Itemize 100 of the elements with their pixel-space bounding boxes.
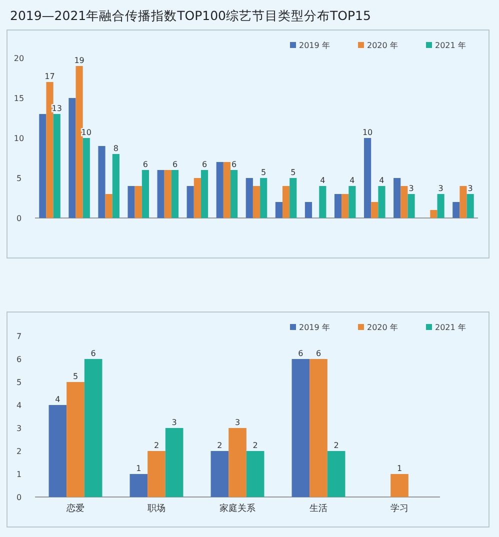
bar [460,186,467,218]
bar [53,114,60,218]
bar [342,194,349,218]
bar [437,194,444,218]
bar [292,359,310,497]
data-label: 6 [316,349,322,358]
data-label: 2 [154,441,160,450]
bar [68,98,76,218]
bar [157,170,164,218]
data-label: 8 [113,144,118,153]
y-tick-label: 15 [14,94,24,103]
bar [76,66,83,218]
y-tick-label: 3 [16,424,22,433]
bar [165,428,184,497]
bar [408,194,415,218]
data-label: 1 [396,464,402,473]
data-label: 3 [468,184,473,193]
bar [246,178,253,218]
legend-label: 2019 年 [299,323,330,332]
legend-label: 2020 年 [367,41,398,50]
data-label: 4 [55,395,60,404]
bar [452,202,460,218]
bar [84,359,102,497]
bar [171,170,179,218]
x-tick-label: 生活 [310,503,328,514]
x-tick-label: 学习 [390,503,408,514]
x-tick-label: 家庭关系 [220,503,256,514]
data-label: 5 [290,168,296,177]
bar [310,359,328,497]
x-tick-label: 职场 [148,503,166,514]
data-label: 6 [232,160,237,169]
data-label: 3 [408,184,414,193]
x-tick-label: 恋爱 [66,503,84,514]
bar [134,186,142,218]
legend-label: 2021 年 [435,41,466,50]
bar [223,162,231,218]
bar [194,178,201,218]
bar [394,178,401,218]
data-label: 6 [90,349,96,358]
data-label: 19 [74,56,84,65]
bar [210,451,229,497]
data-label: 5 [261,168,266,177]
bar [46,82,54,218]
bar [364,138,372,218]
data-label: 6 [202,160,208,169]
bar [128,186,135,218]
y-tick-label: 0 [16,493,22,502]
bar [304,202,312,218]
bar [430,210,438,218]
data-label: 4 [379,176,384,185]
bar [290,178,297,218]
y-tick-label: 20 [14,54,24,63]
y-tick-label: 6 [16,355,22,364]
bar [148,451,166,497]
data-label: 2 [334,441,339,450]
bar [112,154,120,218]
bar [216,162,224,218]
bar [48,405,67,497]
bar [130,474,148,497]
chart-title: 2019—2021年融合传播指数TOP100综艺节目类型分布TOP15 [10,8,371,23]
bar [142,170,149,218]
data-label: 6 [142,160,148,169]
bar [252,186,260,218]
bar [334,194,342,218]
y-tick-label: 0 [16,214,22,223]
bar [275,202,282,218]
data-label: 1 [136,464,142,473]
bar [164,170,172,218]
bar [327,451,346,497]
bar [98,146,106,218]
bar [378,186,386,218]
data-label: 10 [362,128,373,137]
bar [200,170,208,218]
bar [319,186,326,218]
data-label: 2 [217,441,222,450]
bar [228,428,246,497]
bar [186,186,194,218]
bar [66,382,84,497]
data-label: 3 [172,418,177,427]
bar [282,186,290,218]
y-tick-label: 2 [16,447,22,456]
data-label: 6 [298,349,304,358]
y-tick-label: 1 [16,470,22,479]
data-label: 5 [72,372,78,381]
bar [105,194,112,218]
data-label: 6 [172,160,178,169]
bar [390,474,408,497]
data-label: 17 [44,72,55,81]
y-tick-label: 4 [16,401,22,410]
data-label: 4 [350,176,355,185]
bar [348,186,356,218]
data-label: 4 [320,176,326,185]
legend-label: 2019 年 [299,41,330,50]
bar [39,114,46,218]
bar [466,194,474,218]
data-label: 3 [234,418,240,427]
y-tick-label: 5 [16,174,22,183]
legend-label: 2020 年 [367,323,398,332]
bar [82,138,90,218]
y-tick-label: 5 [16,378,22,387]
